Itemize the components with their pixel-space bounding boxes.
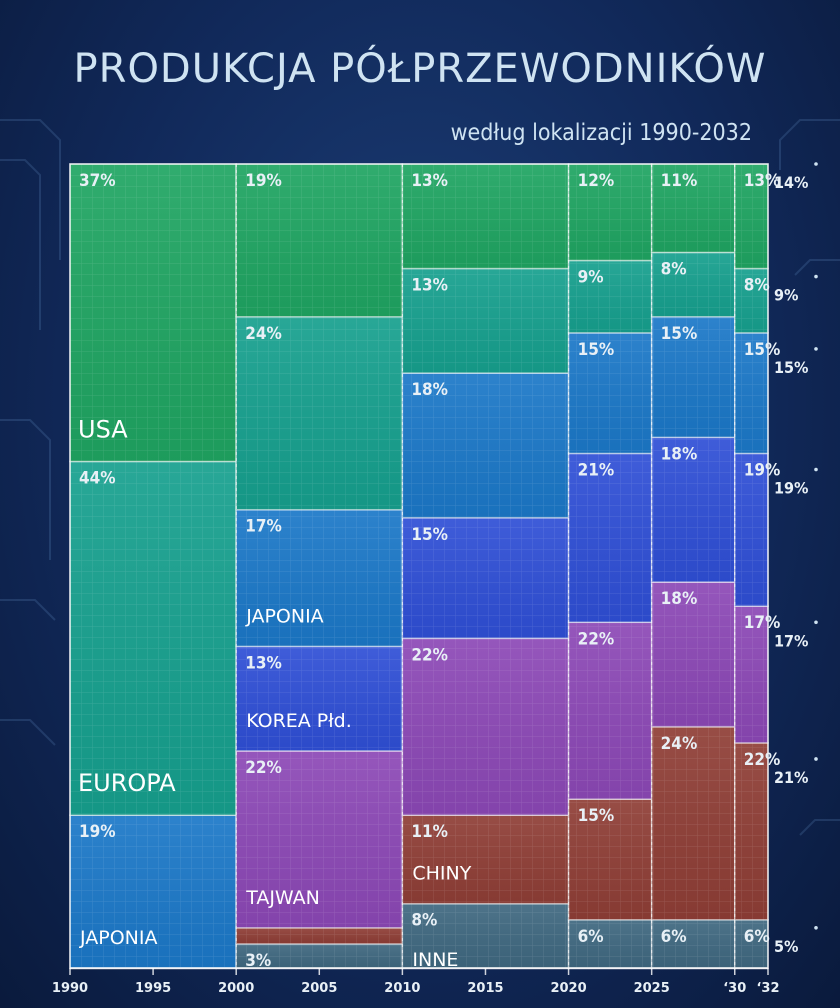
x-tick-label: 1990 bbox=[52, 981, 88, 996]
chart-subtitle: według lokalizacji 1990-2032 bbox=[451, 120, 752, 146]
value-label: 17% bbox=[245, 517, 282, 537]
value-label: 22% bbox=[411, 645, 448, 665]
value-label: 22% bbox=[578, 629, 615, 649]
value-label: 6% bbox=[744, 927, 770, 947]
segment-sheen bbox=[236, 927, 403, 944]
value-label: 8% bbox=[661, 259, 687, 279]
value-label: 13% bbox=[411, 276, 448, 296]
x-tick-label: 2005 bbox=[301, 981, 337, 996]
value-label: 3% bbox=[245, 951, 271, 971]
value-label: 18% bbox=[661, 444, 698, 464]
x-tick-label: 2000 bbox=[218, 981, 254, 996]
value-label: 24% bbox=[245, 324, 282, 344]
circuit-decoration bbox=[0, 119, 840, 836]
value-label: 24% bbox=[661, 734, 698, 754]
value-label: 11% bbox=[661, 171, 698, 191]
projection-dot bbox=[814, 757, 818, 761]
value-label: 22% bbox=[744, 750, 781, 770]
value-label: 8% bbox=[411, 911, 437, 931]
value-label: 44% bbox=[79, 468, 116, 488]
value-labels: 19% 44% 37% 3% 22% 13% 17% 24% 19% 8% 11% 22% 15% 18%… bbox=[79, 171, 780, 971]
value-label: 21% bbox=[578, 460, 615, 480]
value-label: 11% bbox=[411, 822, 448, 842]
value-label: 9% bbox=[578, 267, 604, 287]
value-label: 15% bbox=[411, 525, 448, 545]
region-label-japonia: JAPONIA bbox=[245, 605, 324, 627]
value-label: 6% bbox=[661, 927, 687, 947]
projection-dot bbox=[814, 620, 818, 625]
x-tick-label: 2020 bbox=[550, 981, 586, 996]
value-label: 18% bbox=[411, 380, 448, 400]
region-labels: JAPONIA EUROPA USA TAJWAN KOREA Płd. JAPONIA I… bbox=[78, 415, 472, 971]
projection-2032-labels: 5% 21% 17% 19% 15% 9% 14% bbox=[774, 162, 818, 956]
projection-dot bbox=[814, 926, 818, 930]
projection-dot bbox=[814, 467, 818, 472]
region-label-inne: INNE bbox=[412, 949, 458, 971]
value-label: 19% bbox=[79, 822, 116, 842]
value-label: 8% bbox=[744, 276, 770, 296]
value-label: 19% bbox=[744, 460, 781, 480]
x-tick-label: ‘30 bbox=[723, 981, 746, 996]
x-axis: 1990 1995 2000 2005 2010 2015 2020 2025 ‘30 ‘32 bbox=[52, 967, 780, 996]
projection-dot bbox=[814, 162, 818, 166]
projection-label-tajwan: 17% bbox=[774, 631, 808, 650]
projection-label-inne: 5% bbox=[774, 937, 798, 956]
projection-dot bbox=[814, 347, 818, 351]
projection-label-japonia: 15% bbox=[774, 358, 808, 377]
value-label: 17% bbox=[744, 613, 781, 633]
region-label-europa: EUROPA bbox=[78, 769, 176, 797]
value-label: 13% bbox=[411, 171, 448, 191]
value-label: 12% bbox=[578, 171, 615, 191]
value-label: 6% bbox=[578, 927, 604, 947]
x-tick-label: 1995 bbox=[135, 981, 171, 996]
value-label: 19% bbox=[245, 171, 282, 191]
projection-label-usa: 14% bbox=[774, 173, 808, 192]
projection-label-europa: 9% bbox=[774, 286, 798, 305]
value-label: 15% bbox=[578, 340, 615, 360]
x-tick-label: ‘32 bbox=[756, 981, 779, 996]
projection-label-korea-pd: 19% bbox=[774, 479, 808, 498]
value-label: 13% bbox=[245, 653, 282, 673]
value-label: 13% bbox=[744, 171, 781, 191]
value-label: 15% bbox=[661, 324, 698, 344]
value-label: 18% bbox=[661, 589, 698, 609]
x-tick-label: 2015 bbox=[467, 981, 503, 996]
region-label-japonia: JAPONIA bbox=[79, 927, 158, 949]
region-label-korea-pd: KOREA Płd. bbox=[246, 710, 352, 732]
value-label: 15% bbox=[744, 340, 781, 360]
segment-sheen bbox=[236, 316, 403, 510]
value-label: 22% bbox=[245, 758, 282, 778]
segment-sheen bbox=[651, 726, 735, 920]
region-label-tajwan: TAJWAN bbox=[245, 887, 320, 909]
x-tick-label: 2025 bbox=[634, 981, 670, 996]
x-tick-label: 2010 bbox=[384, 981, 420, 996]
value-label: 37% bbox=[79, 171, 116, 191]
projection-label-chiny: 21% bbox=[774, 768, 808, 787]
region-label-chiny: CHINY bbox=[412, 863, 471, 885]
chart-title: PRODUKCJA PÓŁPRZEWODNIKÓW bbox=[74, 44, 767, 92]
projection-dot bbox=[814, 274, 818, 279]
region-label-usa: USA bbox=[78, 415, 128, 443]
segment-sheen bbox=[70, 461, 237, 816]
value-label: 15% bbox=[578, 806, 615, 826]
